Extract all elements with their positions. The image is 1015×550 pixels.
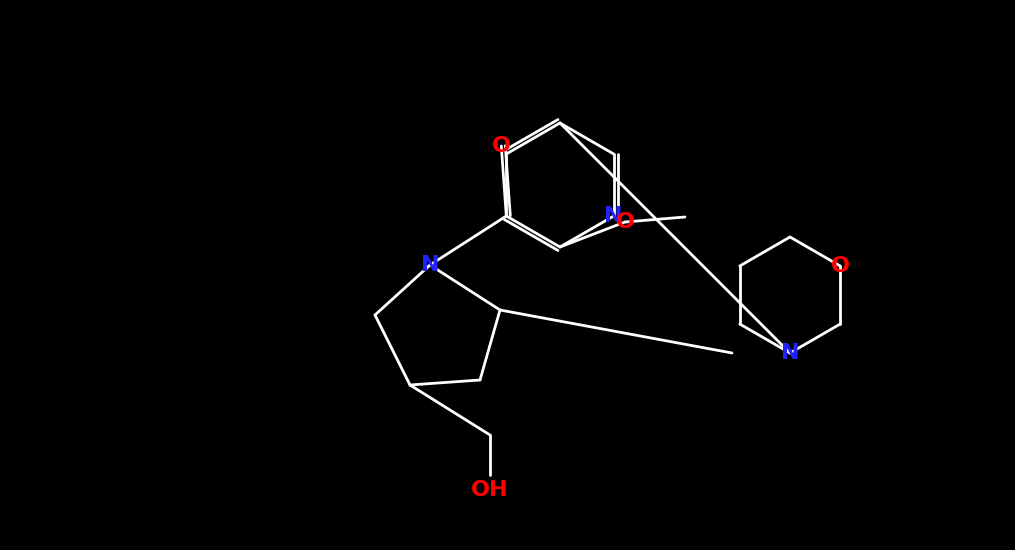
Text: N: N — [781, 343, 799, 363]
Text: N: N — [421, 255, 439, 275]
Text: O: O — [492, 136, 511, 156]
Text: N: N — [605, 206, 623, 226]
Text: O: O — [615, 212, 634, 232]
Text: O: O — [830, 256, 850, 276]
Text: OH: OH — [471, 480, 509, 500]
